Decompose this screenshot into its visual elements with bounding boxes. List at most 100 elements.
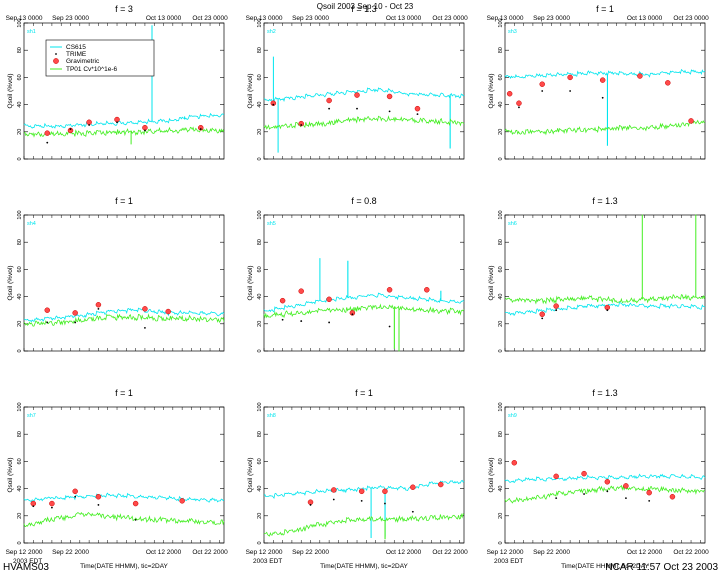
trime-point <box>328 321 331 324</box>
trime-point <box>328 107 331 110</box>
y-tick-label: 0 <box>257 349 263 352</box>
x-tick-label: Oct 13 0000 <box>386 15 422 22</box>
y-tick-label: 20 <box>257 129 263 135</box>
site-label: sh1 <box>27 29 36 35</box>
y-tick-label: 100 <box>498 402 504 411</box>
trime-point <box>69 128 72 130</box>
legend-cs615-label: CS615 <box>66 44 86 51</box>
footer-left-label: HVAMS03 <box>3 562 49 572</box>
trime-point <box>583 493 585 495</box>
y-tick-label: 0 <box>498 157 504 160</box>
legend-trime-swatch <box>55 53 57 55</box>
panel-3: 0 20 40 60 80 100 Qsoil (%vol) f = 1 sh3 Sep 13 0… <box>487 4 710 161</box>
gravimetric-point <box>132 500 139 507</box>
y-tick-label: 80 <box>498 431 504 437</box>
y-axis-label: Qsoil (%vol) <box>247 457 254 492</box>
y-tick-label: 60 <box>17 458 23 464</box>
gravimetric-point <box>49 500 55 507</box>
y-tick-label: 80 <box>257 239 263 245</box>
y-tick-label: 100 <box>257 402 263 411</box>
gravimetric-point <box>326 296 332 303</box>
site-label: sh7 <box>27 413 36 419</box>
legend: CS615 TRIME Gravimetric TP01 Cv*10^1e-6 <box>45 39 155 77</box>
x-tick-label: Oct 13 0000 <box>146 15 182 22</box>
gravimetric-point <box>386 93 393 100</box>
series-line-cs615 <box>504 68 706 146</box>
gravimetric-point <box>581 470 587 477</box>
gravimetric-point <box>67 127 74 134</box>
panel-title: f = 1 <box>115 388 133 398</box>
gravimetric-point <box>72 310 78 316</box>
y-tick-label: 60 <box>17 74 23 80</box>
site-label: sh9 <box>508 413 517 419</box>
y-tick-label: 20 <box>257 513 263 519</box>
gravimetric-point <box>179 498 185 504</box>
panel-9: 0 20 40 60 80 100 Qsoil (%vol) f = 1.3 sh9 Sep 12… <box>487 388 710 570</box>
series-line-cs615 <box>263 479 465 538</box>
y-tick-label: 80 <box>498 47 504 53</box>
gravimetric-point <box>114 116 120 123</box>
x-tick-label: Sep 13 0000 <box>487 15 524 22</box>
panel-7: 0 20 40 60 80 100 Qsoil (%vol) f = 1 sh7 Sep 12 2… <box>6 388 229 570</box>
y-tick-label: 80 <box>17 239 23 245</box>
y-tick-label: 100 <box>498 18 504 27</box>
series-line-tp01 <box>504 214 706 305</box>
trime-point <box>300 124 303 126</box>
plot-frame <box>23 22 225 160</box>
series-line-cs615 <box>23 492 225 503</box>
y-tick-label: 20 <box>17 129 23 135</box>
series-line-tp01 <box>263 513 465 540</box>
gravimetric-point <box>623 483 629 489</box>
legend-gravimetric-label: Gravimetric <box>66 58 100 65</box>
trime-point <box>199 128 202 130</box>
trime-point <box>97 307 100 310</box>
x-tick-label: Oct 12 2000 <box>146 549 182 556</box>
x-tick-label: Sep 23 0000 <box>292 15 329 22</box>
panel-8: 0 20 40 60 80 100 Qsoil (%vol) f = 1 sh8 Sep 12 2… <box>246 388 469 570</box>
series-line-tp01 <box>23 126 225 145</box>
panel-title: f = 1.3 <box>351 4 376 14</box>
y-tick-label: 20 <box>498 321 504 327</box>
y-axis-label: Qsoil (%vol) <box>7 457 14 492</box>
site-label: sh4 <box>27 221 36 227</box>
y-tick-label: 100 <box>17 210 23 219</box>
y-tick-label: 40 <box>257 294 263 300</box>
site-label: sh6 <box>508 221 517 227</box>
y-axis-label: Qsoil (%vol) <box>247 265 254 300</box>
y-axis-label: Qsoil (%vol) <box>247 73 254 108</box>
x-axis-label: Time(DATE HHMM), tic=2DAY <box>80 563 168 570</box>
time-zone-label: 2003 EDT <box>13 558 42 565</box>
gravimetric-point <box>142 124 148 131</box>
panel-4: 0 20 40 60 80 100 Qsoil (%vol) f = 1 sh4 <box>7 196 225 353</box>
y-tick-label: 60 <box>17 266 23 272</box>
panel-title: f = 1 <box>355 388 373 398</box>
trime-point <box>416 113 419 116</box>
trime-point <box>116 121 118 124</box>
gravimetric-point <box>86 119 92 126</box>
trime-point <box>88 124 91 126</box>
gravimetric-point <box>279 297 286 304</box>
gravimetric-point <box>599 77 606 83</box>
trime-point <box>648 499 651 502</box>
x-tick-label: Sep 23 0000 <box>533 15 570 22</box>
legend-gravimetric-swatch <box>53 58 59 64</box>
trime-point <box>384 502 386 505</box>
panel-title: f = 1.3 <box>592 388 617 398</box>
trime-point <box>388 325 391 328</box>
gravimetric-point <box>637 73 643 79</box>
series-line-cs615 <box>263 56 465 153</box>
gravimetric-point <box>539 311 545 318</box>
panel-title: f = 0.8 <box>351 196 376 206</box>
y-tick-label: 0 <box>257 541 263 544</box>
x-tick-label: Sep 12 2000 <box>6 549 43 556</box>
gravimetric-point <box>424 287 430 293</box>
series-line-cs615 <box>504 473 706 484</box>
figure-title: Qsoil 2003 Sep 10 - Oct 23 <box>317 2 414 11</box>
y-tick-label: 40 <box>257 102 263 108</box>
gravimetric-point <box>270 100 277 106</box>
time-zone-label: 2003 EDT <box>253 558 282 565</box>
gravimetric-point <box>44 130 51 136</box>
y-tick-label: 40 <box>498 294 504 300</box>
gravimetric-point <box>604 479 611 485</box>
